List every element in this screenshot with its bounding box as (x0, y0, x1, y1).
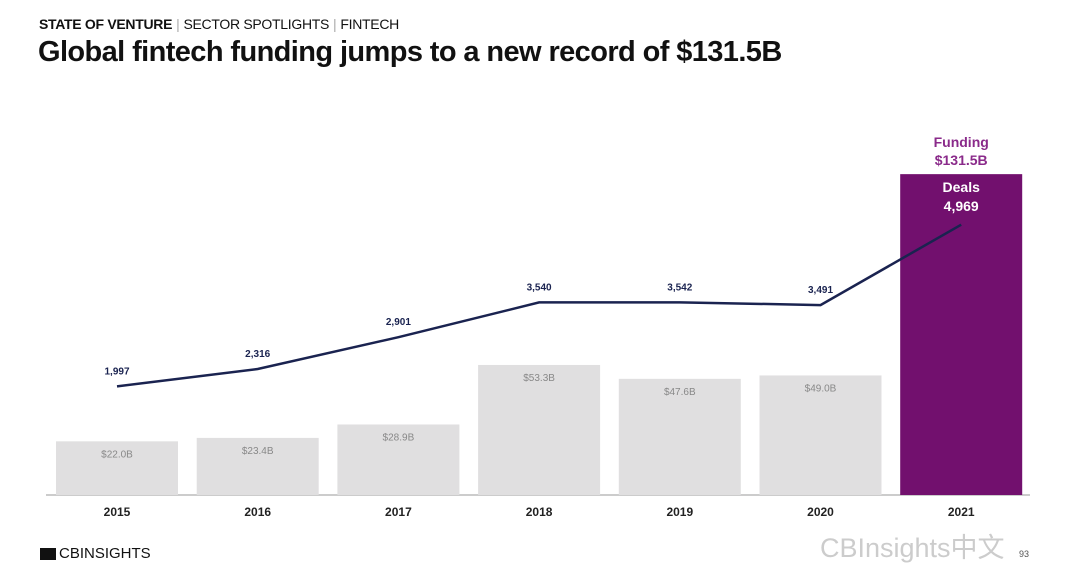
x-tick-label: 2016 (244, 505, 271, 519)
logo-text: CBINSIGHTS (59, 545, 151, 562)
funding-label: $28.9B (383, 432, 415, 443)
breadcrumb-1: STATE OF VENTURE (39, 16, 173, 32)
funding-label: $131.5B (935, 152, 988, 168)
x-tick-label: 2018 (526, 505, 553, 519)
breadcrumb-2: SECTOR SPOTLIGHTS (183, 16, 330, 32)
funding-series-label: Funding (934, 134, 989, 150)
funding-bar (56, 441, 178, 495)
deals-label: 3,540 (527, 282, 552, 293)
x-tick-label: 2015 (104, 505, 131, 519)
cb-insights-logo: CBINSIGHTS (40, 545, 151, 562)
deals-series-label: Deals (943, 179, 981, 195)
funding-label: $22.0B (101, 449, 133, 460)
x-tick-label: 2020 (807, 505, 834, 519)
x-tick-label: 2017 (385, 505, 412, 519)
breadcrumb-3: FINTECH (340, 16, 399, 32)
deals-line (116, 223, 962, 388)
funding-label: $47.6B (664, 387, 696, 398)
funding-label: $53.3B (523, 373, 555, 384)
watermark: CBInsights中文 (820, 533, 1005, 563)
deals-label: 2,901 (386, 317, 411, 328)
page-number: 93 (1019, 549, 1030, 559)
deals-label: 3,491 (808, 285, 833, 296)
funding-bar (196, 437, 319, 495)
funding-bar (478, 364, 601, 495)
logo-icon (40, 547, 56, 560)
deals-label: 1,997 (104, 366, 129, 377)
funding-bar (618, 378, 741, 495)
deals-label: 2,316 (245, 349, 270, 360)
x-tick-label: 2019 (666, 505, 693, 519)
breadcrumb: STATE OF VENTURE | SECTOR SPOTLIGHTS | FINTE… (39, 16, 399, 32)
deals-label: 4,969 (944, 198, 979, 214)
funding-label: $49.0B (805, 383, 837, 394)
funding-bar (900, 174, 1023, 495)
funding-bar (337, 424, 460, 495)
deals-label: 3,542 (667, 282, 692, 293)
funding-label: $23.4B (242, 446, 274, 457)
page-title: Global fintech funding jumps to a new re… (38, 36, 782, 68)
x-tick-label: 2021 (948, 505, 975, 519)
funding-bar (759, 375, 882, 495)
